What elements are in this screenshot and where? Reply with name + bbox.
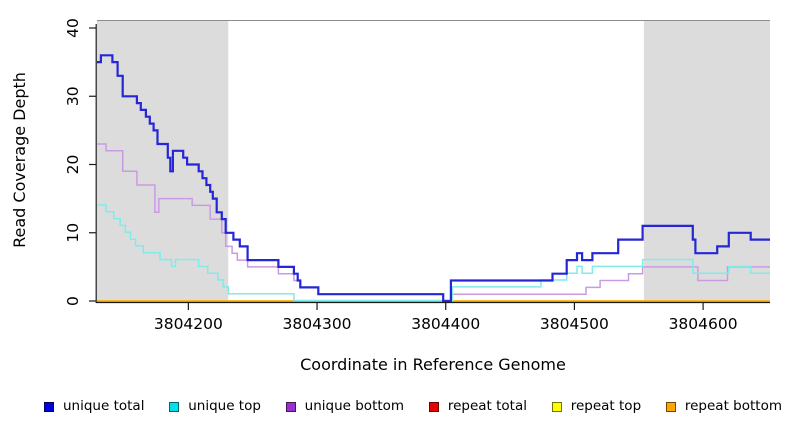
coverage-plot: 3804200 3804300 3804400 3804500 3804600 0 10 2… (10, 18, 770, 374)
x-tick-label: 3804500 (540, 315, 609, 333)
y-tick-label: 0 (64, 296, 82, 306)
shaded-region (97, 20, 229, 302)
legend: unique total unique top unique bottom repea… (44, 395, 782, 419)
y-tick-label: 30 (64, 86, 82, 106)
legend-label-repeat-total: repeat total (447, 398, 527, 415)
legend-label-unique-bottom: unique bottom (304, 398, 405, 415)
legend-item-unique-total: unique total (44, 400, 144, 414)
legend-label-repeat-bottom: repeat bottom (684, 398, 782, 415)
x-tick-label: 3804300 (283, 315, 352, 333)
x-tick-label: 3804400 (411, 315, 480, 333)
legend-item-repeat-top: repeat top (551, 398, 642, 415)
legend-item-repeat-bottom: repeat bottom (665, 398, 782, 415)
series-lines (97, 54, 770, 303)
y-tick-label: 20 (64, 155, 82, 175)
legend-swatch-unique-bottom (285, 402, 296, 412)
legend-swatch-unique-total (44, 402, 54, 412)
legend-label-unique-top: unique top (188, 398, 261, 415)
y-tick-label: 10 (64, 223, 82, 243)
legend-item-unique-bottom: unique bottom (285, 398, 405, 415)
x-axis-title: Coordinate in Reference Genome (300, 355, 566, 374)
y-axis: 0 10 20 30 40 (64, 18, 97, 306)
x-tick-label: 3804200 (154, 315, 223, 333)
shaded-regions (97, 20, 770, 302)
legend-swatch-repeat-top (551, 402, 562, 412)
x-tick-label: 3804600 (669, 315, 738, 333)
legend-label-unique-total: unique total (63, 398, 145, 415)
legend-swatch-repeat-total (428, 402, 439, 412)
y-axis-title: Read Coverage Depth (10, 72, 29, 248)
series-line-unique-total (97, 54, 770, 303)
legend-swatch-unique-top (169, 402, 180, 412)
legend-label-repeat-top: repeat top (570, 398, 642, 415)
legend-swatch-repeat-bottom (665, 402, 676, 412)
series-line-unique-top (97, 204, 770, 302)
legend-item-unique-top: unique top (169, 400, 261, 414)
x-axis: 3804200 3804300 3804400 3804500 3804600 (96, 301, 770, 333)
legend-item-repeat-total: repeat total (428, 398, 527, 415)
y-tick-label: 40 (64, 18, 82, 38)
shaded-region (643, 20, 770, 302)
series-line-unique-bottom (97, 143, 770, 302)
